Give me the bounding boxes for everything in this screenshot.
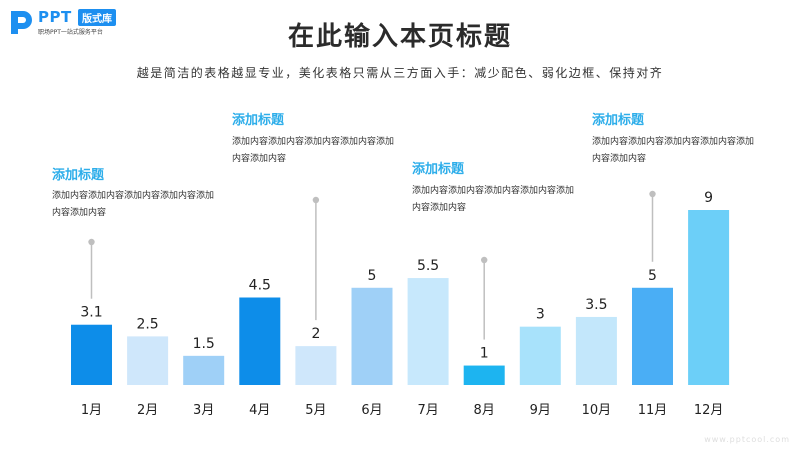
value-label-12月: 9: [704, 190, 713, 206]
leader-dot-1月: [88, 238, 95, 246]
value-label-10月: 3.5: [585, 297, 607, 313]
bar-10月: [575, 316, 617, 385]
footer-url: www.pptcool.com: [704, 435, 790, 444]
x-tick-4月: 4月: [249, 403, 270, 418]
x-tick-3月: 3月: [193, 403, 214, 418]
page-subtitle: 越是简洁的表格越显专业，美化表格只需从三方面入手：减少配色、弱化边框、保持对齐: [136, 66, 664, 80]
annotation-body-1: 添加内容添加内容添加内容添加内容添加内容添加内容: [52, 191, 215, 218]
value-label-9月: 3: [536, 307, 545, 323]
ppt-logo-icon: [11, 11, 32, 34]
x-tick-9月: 9月: [530, 403, 551, 418]
bar-12月: [688, 210, 730, 385]
annotation-title-4: 添加标题: [592, 113, 645, 128]
page-title: 在此输入本页标题: [287, 22, 512, 52]
logo-badge: 版式库: [78, 9, 116, 26]
bar-8月: [463, 365, 505, 385]
bar-11月: [632, 287, 673, 385]
leader-dot-5月: [312, 196, 320, 204]
bar-9月: [519, 326, 561, 385]
x-tick-11月: 11月: [638, 403, 668, 418]
bar-6月: [351, 287, 393, 385]
logo-brand-text: PPT: [38, 8, 72, 26]
bar-4月: [239, 297, 281, 385]
annotation-body-3: 添加内容添加内容添加内容添加内容添加内容添加内容: [412, 186, 575, 213]
value-label-6月: 5: [368, 268, 377, 284]
annotation-title-1: 添加标题: [52, 168, 105, 183]
bar-7月: [407, 278, 449, 385]
bar-2月: [127, 336, 169, 385]
x-tick-12月: 12月: [694, 403, 724, 418]
bar-5月: [295, 346, 337, 385]
value-label-1月: 3.1: [80, 305, 102, 321]
leader-dot-11月: [649, 190, 656, 198]
logo-tagline: 职场PPT一站式服务平台: [38, 29, 103, 36]
value-label-4月: 4.5: [249, 278, 271, 294]
value-label-2月: 2.5: [136, 316, 158, 332]
leader-dot-8月: [481, 256, 488, 264]
annotation-body-4: 添加内容添加内容添加内容添加内容添加内容添加内容: [592, 137, 755, 164]
x-tick-10月: 10月: [582, 403, 612, 418]
x-tick-8月: 8月: [474, 403, 495, 418]
annotation-title-2: 添加标题: [232, 113, 285, 128]
bar-1月: [71, 324, 112, 385]
x-tick-7月: 7月: [417, 403, 438, 418]
annotation-title-3: 添加标题: [412, 162, 465, 177]
value-label-11月: 5: [648, 268, 657, 284]
annotation-body-2: 添加内容添加内容添加内容添加内容添加内容添加内容: [232, 137, 395, 164]
value-label-7月: 5.5: [417, 258, 439, 274]
x-tick-2月: 2月: [137, 403, 158, 418]
value-label-3月: 1.5: [193, 336, 215, 352]
brand-logo: PPT 版式库 职场PPT一站式服务平台: [8, 8, 158, 38]
x-tick-6月: 6月: [361, 403, 382, 418]
value-label-8月: 1: [480, 346, 489, 362]
value-label-5月: 2: [311, 326, 320, 342]
bar-3月: [183, 355, 225, 385]
x-tick-5月: 5月: [305, 403, 326, 418]
x-tick-1月: 1月: [81, 403, 102, 418]
